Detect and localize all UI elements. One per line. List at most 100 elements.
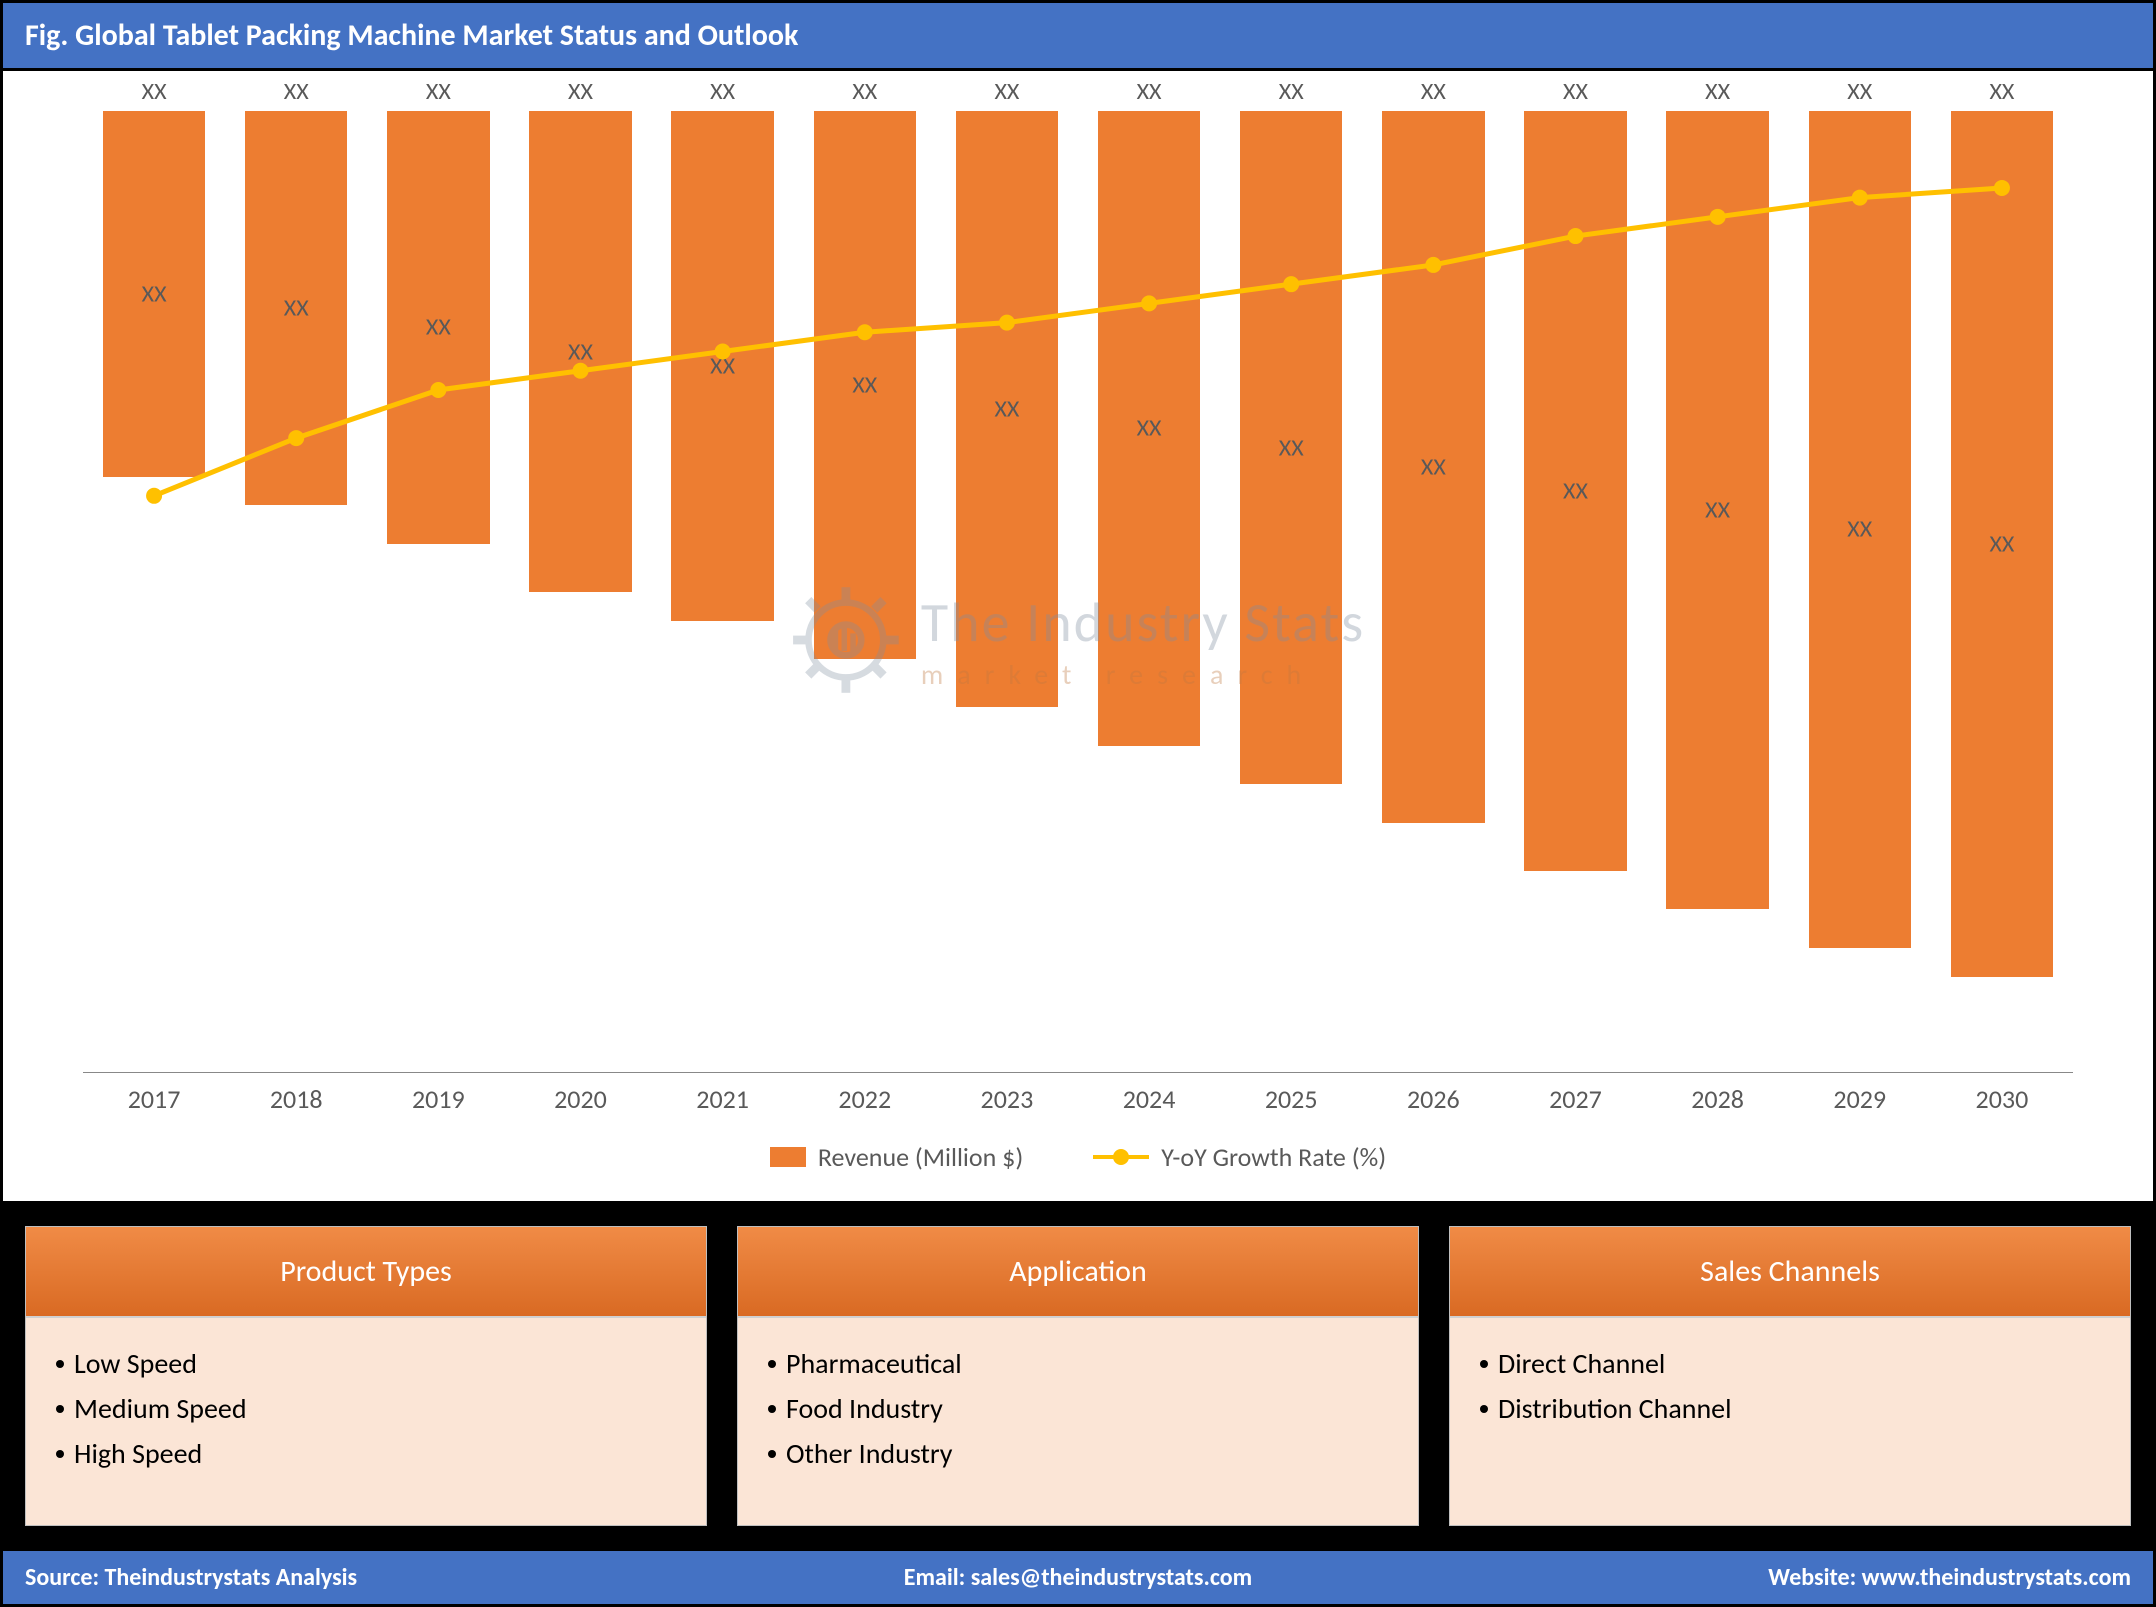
card-product-types: Product Types Low SpeedMedium SpeedHigh … (25, 1226, 707, 1526)
list-item-label: Direct Channel (1498, 1342, 1665, 1387)
bar-slot: XXXX (1931, 111, 2073, 1073)
bar-top-label: XX (387, 77, 489, 106)
bar-mid-label: XX (1666, 496, 1768, 525)
list-item-label: Low Speed (74, 1342, 197, 1387)
legend-item-growth: Y-oY Growth Rate (%) (1093, 1141, 1386, 1173)
bar-top-label: XX (1098, 77, 1200, 106)
figure-title-bar: Fig. Global Tablet Packing Machine Marke… (3, 3, 2153, 71)
legend-line-label: Y-oY Growth Rate (%) (1161, 1141, 1386, 1173)
bar-top-label: XX (814, 77, 916, 106)
revenue-bar: XXXX (1382, 111, 1484, 823)
bar-swatch-icon (770, 1147, 806, 1167)
revenue-bar: XXXX (103, 111, 205, 477)
bar-top-label: XX (1666, 77, 1768, 106)
revenue-bar: XXXX (1098, 111, 1200, 746)
bar-top-label: XX (103, 77, 205, 106)
x-axis-label: 2025 (1220, 1083, 1362, 1115)
footer-email-value: sales@theindustrystats.com (971, 1563, 1253, 1592)
list-item: Medium Speed (56, 1387, 676, 1432)
bullet-icon (768, 1360, 776, 1368)
list-item-label: Other Industry (786, 1432, 952, 1477)
list-item: Low Speed (56, 1342, 676, 1387)
bar-mid-label: XX (1809, 515, 1911, 544)
card-sales-channels: Sales Channels Direct ChannelDistributio… (1449, 1226, 2131, 1526)
figure-title: Fig. Global Tablet Packing Machine Marke… (25, 17, 798, 54)
bar-top-label: XX (956, 77, 1058, 106)
bar-top-label: XX (1951, 77, 2053, 106)
bar-mid-label: XX (1951, 529, 2053, 558)
card-header: Sales Channels (1450, 1227, 2130, 1318)
list-item-label: Pharmaceutical (786, 1342, 962, 1387)
cards-row: Product Types Low SpeedMedium SpeedHigh … (3, 1204, 2153, 1551)
revenue-bar: XXXX (245, 111, 347, 505)
chart-legend: Revenue (Million $) Y-oY Growth Rate (%) (43, 1121, 2113, 1181)
bullet-icon (56, 1405, 64, 1413)
bar-top-label: XX (1809, 77, 1911, 106)
footer-website: Website: www.theindustrystats.com (1429, 1563, 2131, 1592)
bullet-icon (56, 1360, 64, 1368)
x-axis-label: 2030 (1931, 1083, 2073, 1115)
footer-email: Email: sales@theindustrystats.com (727, 1563, 1429, 1592)
x-axis-label: 2026 (1362, 1083, 1504, 1115)
bar-top-label: XX (1382, 77, 1484, 106)
bullet-icon (1480, 1405, 1488, 1413)
footer-website-label: Website: (1768, 1563, 1861, 1592)
bar-mid-label: XX (529, 337, 631, 366)
list-item: Pharmaceutical (768, 1342, 1388, 1387)
footer-source-value: Theindustrystats Analysis (105, 1563, 358, 1592)
card-application: Application PharmaceuticalFood IndustryO… (737, 1226, 1419, 1526)
bar-mid-label: XX (1382, 452, 1484, 481)
revenue-bar: XXXX (1809, 111, 1911, 948)
bar-slot: XXXX (367, 111, 509, 1073)
revenue-bar: XXXX (956, 111, 1058, 707)
revenue-bar: XXXX (814, 111, 916, 659)
bar-top-label: XX (245, 77, 347, 106)
footer-email-label: Email: (904, 1563, 971, 1592)
bar-mid-label: XX (245, 294, 347, 323)
bullet-icon (768, 1405, 776, 1413)
list-item: Other Industry (768, 1432, 1388, 1477)
x-axis-label: 2021 (652, 1083, 794, 1115)
bar-slot: XXXX (1220, 111, 1362, 1073)
bar-slot: XXXX (1504, 111, 1646, 1073)
x-axis-label: 2018 (225, 1083, 367, 1115)
revenue-bar: XXXX (529, 111, 631, 592)
line-swatch-icon (1093, 1155, 1149, 1159)
figure-container: Fig. Global Tablet Packing Machine Marke… (0, 0, 2156, 1607)
x-axis-label: 2023 (936, 1083, 1078, 1115)
bar-slot: XXXX (794, 111, 936, 1073)
bar-slot: XXXX (1362, 111, 1504, 1073)
card-body: Direct ChannelDistribution Channel (1450, 1318, 2130, 1456)
legend-item-revenue: Revenue (Million $) (770, 1141, 1023, 1173)
footer-website-value: www.theindustrystats.com (1862, 1563, 2131, 1592)
bar-slot: XXXX (1078, 111, 1220, 1073)
bars-row: XXXXXXXXXXXXXXXXXXXXXXXXXXXXXXXXXXXXXXXX… (83, 111, 2073, 1073)
bar-mid-label: XX (814, 371, 916, 400)
list-item-label: High Speed (74, 1432, 202, 1477)
x-axis-label: 2028 (1647, 1083, 1789, 1115)
revenue-bar: XXXX (1524, 111, 1626, 871)
bar-top-label: XX (671, 77, 773, 106)
list-item: Direct Channel (1480, 1342, 2100, 1387)
bar-slot: XXXX (225, 111, 367, 1073)
bar-mid-label: XX (956, 395, 1058, 424)
bar-mid-label: XX (1098, 414, 1200, 443)
x-axis-label: 2024 (1078, 1083, 1220, 1115)
bar-mid-label: XX (671, 351, 773, 380)
bar-slot: XXXX (936, 111, 1078, 1073)
bullet-icon (768, 1450, 776, 1458)
bar-mid-label: XX (1240, 433, 1342, 462)
bar-top-label: XX (1524, 77, 1626, 106)
footer-source-label: Source: (25, 1563, 105, 1592)
list-item-label: Distribution Channel (1498, 1387, 1732, 1432)
footer-bar: Source: Theindustrystats Analysis Email:… (3, 1551, 2153, 1604)
bar-mid-label: XX (103, 279, 205, 308)
x-axis-label: 2019 (367, 1083, 509, 1115)
chart-panel: XXXXXXXXXXXXXXXXXXXXXXXXXXXXXXXXXXXXXXXX… (3, 71, 2153, 1204)
x-axis-label: 2022 (794, 1083, 936, 1115)
bar-mid-label: XX (1524, 476, 1626, 505)
bar-slot: XXXX (652, 111, 794, 1073)
bullet-icon (1480, 1360, 1488, 1368)
list-item: High Speed (56, 1432, 676, 1477)
list-item: Distribution Channel (1480, 1387, 2100, 1432)
